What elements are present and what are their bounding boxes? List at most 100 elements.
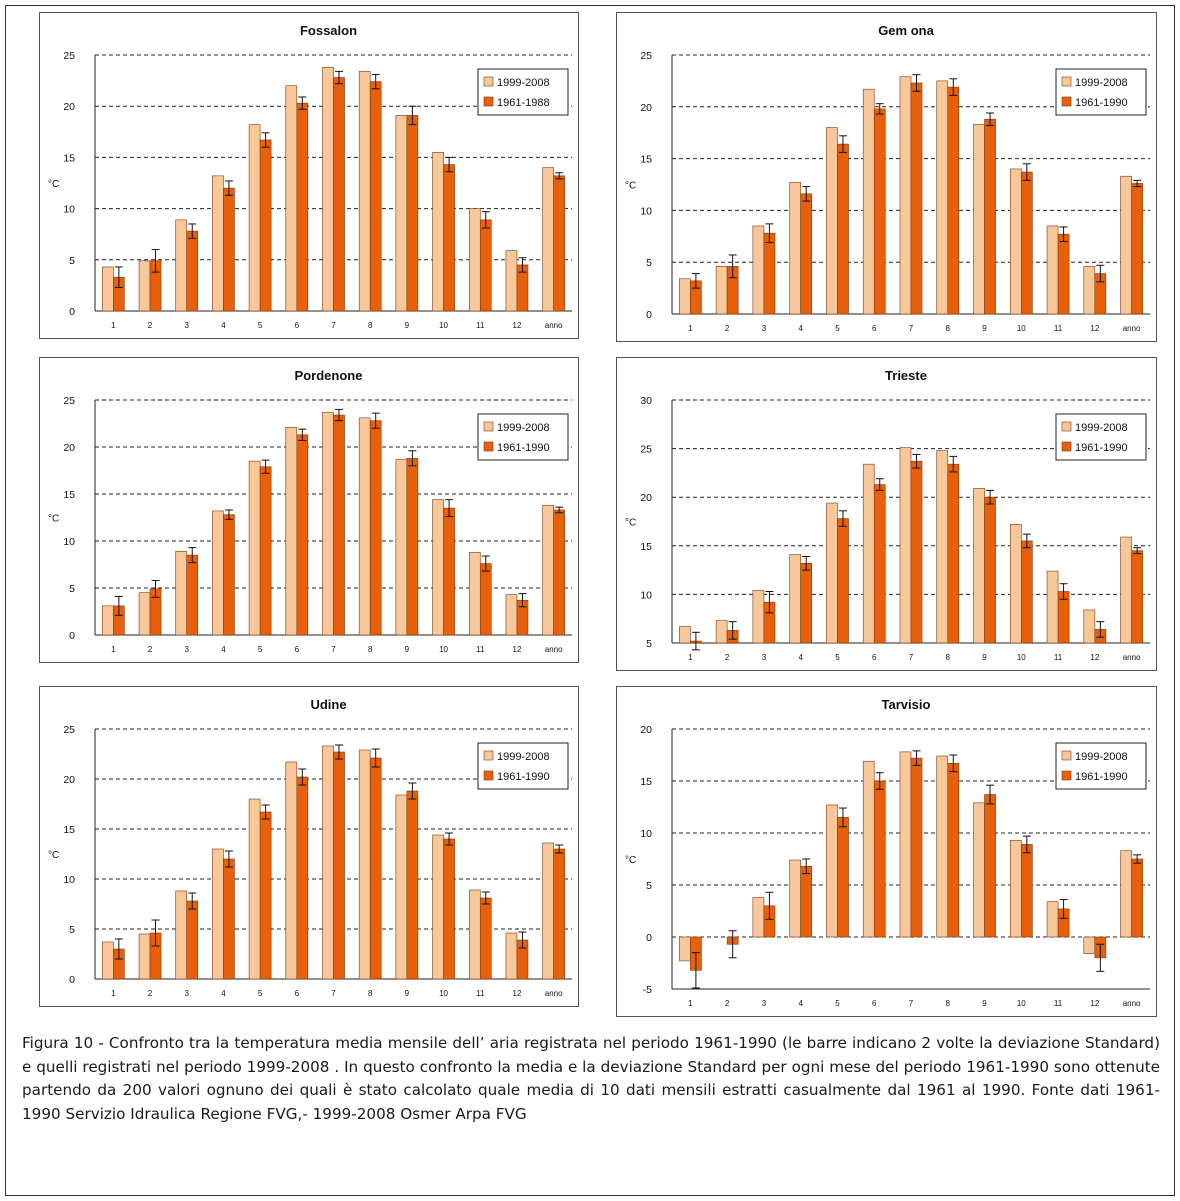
bar-series-1961-1990	[553, 848, 565, 980]
bar-series-1999-2008	[432, 151, 444, 312]
bar-series-1999-2008	[212, 510, 224, 636]
x-tick-label: 8	[946, 999, 951, 1008]
bar-series-1961-1990	[479, 563, 492, 636]
x-tick-label: 5	[258, 989, 263, 998]
bar-series-1999-2008	[395, 794, 408, 980]
x-tick-label: anno	[1123, 653, 1141, 662]
bar-series-1961-1990	[984, 794, 996, 938]
bar-series-1999-2008	[752, 897, 765, 938]
bar-series-1961-1990	[369, 81, 382, 312]
x-tick-label: 12	[513, 645, 522, 654]
bar-series-1961-1990	[1021, 540, 1033, 644]
bar-series-1999-2008	[138, 933, 151, 980]
bar-series-1999-2008	[102, 605, 114, 636]
bar-series-1999-2008	[248, 798, 261, 980]
bar-series-1999-2008	[1046, 570, 1059, 644]
x-tick-label: 5	[835, 653, 840, 662]
x-tick-label: 10	[1017, 324, 1026, 333]
legend-label: 1999-2008	[1075, 77, 1128, 89]
x-tick-label: 4	[798, 324, 803, 333]
bar-series-1999-2008	[468, 208, 481, 312]
x-tick-label: 7	[331, 321, 336, 330]
bar-series-1999-2008	[715, 620, 728, 644]
x-tick-label: 2	[148, 989, 153, 998]
bar-series-1961-1990	[1021, 171, 1033, 315]
bar-series-1999-2008	[1046, 901, 1059, 938]
bar-series-1999-2008	[285, 761, 298, 980]
bar-series-1961-1990	[984, 496, 996, 644]
bar-series-1961-1990	[837, 518, 849, 644]
legend-box	[1055, 413, 1147, 461]
bar-series-1999-2008	[899, 447, 912, 644]
legend-swatch	[1061, 770, 1072, 781]
x-tick-label: 3	[185, 645, 190, 654]
bar-series-1999-2008	[862, 760, 875, 938]
bar-series-1999-2008	[899, 76, 912, 315]
legend-label: 1961-1988	[497, 97, 550, 109]
y-tick-label: 30	[640, 395, 652, 407]
chart-title: Gem ona	[878, 23, 934, 38]
bar-series-1961-1990	[369, 420, 382, 636]
bar-series-1961-1990	[553, 175, 565, 312]
x-tick-label: 12	[1090, 999, 1099, 1008]
bar-series-1961-1990	[800, 193, 813, 315]
x-tick-label: 8	[368, 645, 373, 654]
bar-series-1999-2008	[679, 278, 691, 315]
y-tick-label: 0	[69, 630, 75, 642]
figure-frame	[5, 5, 1175, 1196]
y-tick-label: 10	[63, 204, 75, 216]
bar-series-1999-2008	[973, 124, 985, 315]
x-tick-label: 5	[258, 645, 263, 654]
x-tick-label: 5	[835, 999, 840, 1008]
y-tick-label: 15	[63, 152, 75, 164]
y-tick-label: 10	[640, 589, 652, 601]
y-tick-label: 5	[69, 583, 75, 595]
x-tick-label: 1	[688, 324, 693, 333]
x-tick-label: 12	[513, 989, 522, 998]
bar-series-1999-2008	[102, 266, 114, 312]
x-tick-label: 1	[111, 645, 116, 654]
y-tick-label: 20	[63, 442, 75, 454]
bar-series-1999-2008	[505, 250, 518, 312]
bar-series-1999-2008	[395, 115, 408, 312]
legend-label: 1999-2008	[1075, 751, 1128, 763]
bar-series-1999-2008	[1046, 225, 1059, 315]
legend-swatch	[1061, 76, 1072, 87]
y-tick-label: 25	[640, 444, 652, 456]
x-tick-label: 3	[762, 324, 767, 333]
legend-swatch	[483, 441, 494, 452]
x-tick-label: 8	[946, 653, 951, 662]
x-tick-label: 1	[688, 653, 693, 662]
x-tick-label: 9	[982, 999, 987, 1008]
y-tick-label: 10	[63, 874, 75, 886]
y-tick-label: 15	[63, 489, 75, 501]
bar-series-1961-1990	[296, 102, 309, 312]
bar-series-1999-2008	[248, 124, 261, 312]
legend-label: 1961-1990	[1075, 97, 1128, 109]
y-tick-label: -5	[643, 984, 652, 996]
legend-swatch	[483, 76, 494, 87]
bar-series-1999-2008	[212, 175, 224, 312]
bar-series-1999-2008	[102, 941, 114, 980]
bar-series-1961-1990	[186, 554, 199, 636]
y-tick-label: 15	[640, 776, 652, 788]
x-tick-label: 9	[405, 989, 410, 998]
bar-series-1961-1990	[1131, 183, 1143, 315]
legend-box	[477, 742, 569, 790]
y-tick-label: 25	[63, 50, 75, 62]
bar-series-1961-1990	[443, 838, 455, 980]
x-tick-label: 10	[1017, 999, 1026, 1008]
bar-series-1999-2008	[138, 260, 151, 312]
chart-title: Trieste	[885, 368, 927, 383]
chart-panel-trieste: Trieste °C 5 10 15 20 25 30 1 2 3 4 5 6 7 8 9 10 11 12 anno 1…	[616, 357, 1157, 671]
bar-series-1961-1990	[837, 143, 849, 315]
x-tick-label: 9	[982, 324, 987, 333]
bar-series-1961-1990	[837, 817, 849, 938]
x-tick-label: 6	[872, 653, 877, 662]
x-tick-label: 6	[872, 999, 877, 1008]
x-tick-label: anno	[545, 645, 563, 654]
x-tick-label: anno	[545, 989, 563, 998]
x-tick-label: 9	[405, 645, 410, 654]
